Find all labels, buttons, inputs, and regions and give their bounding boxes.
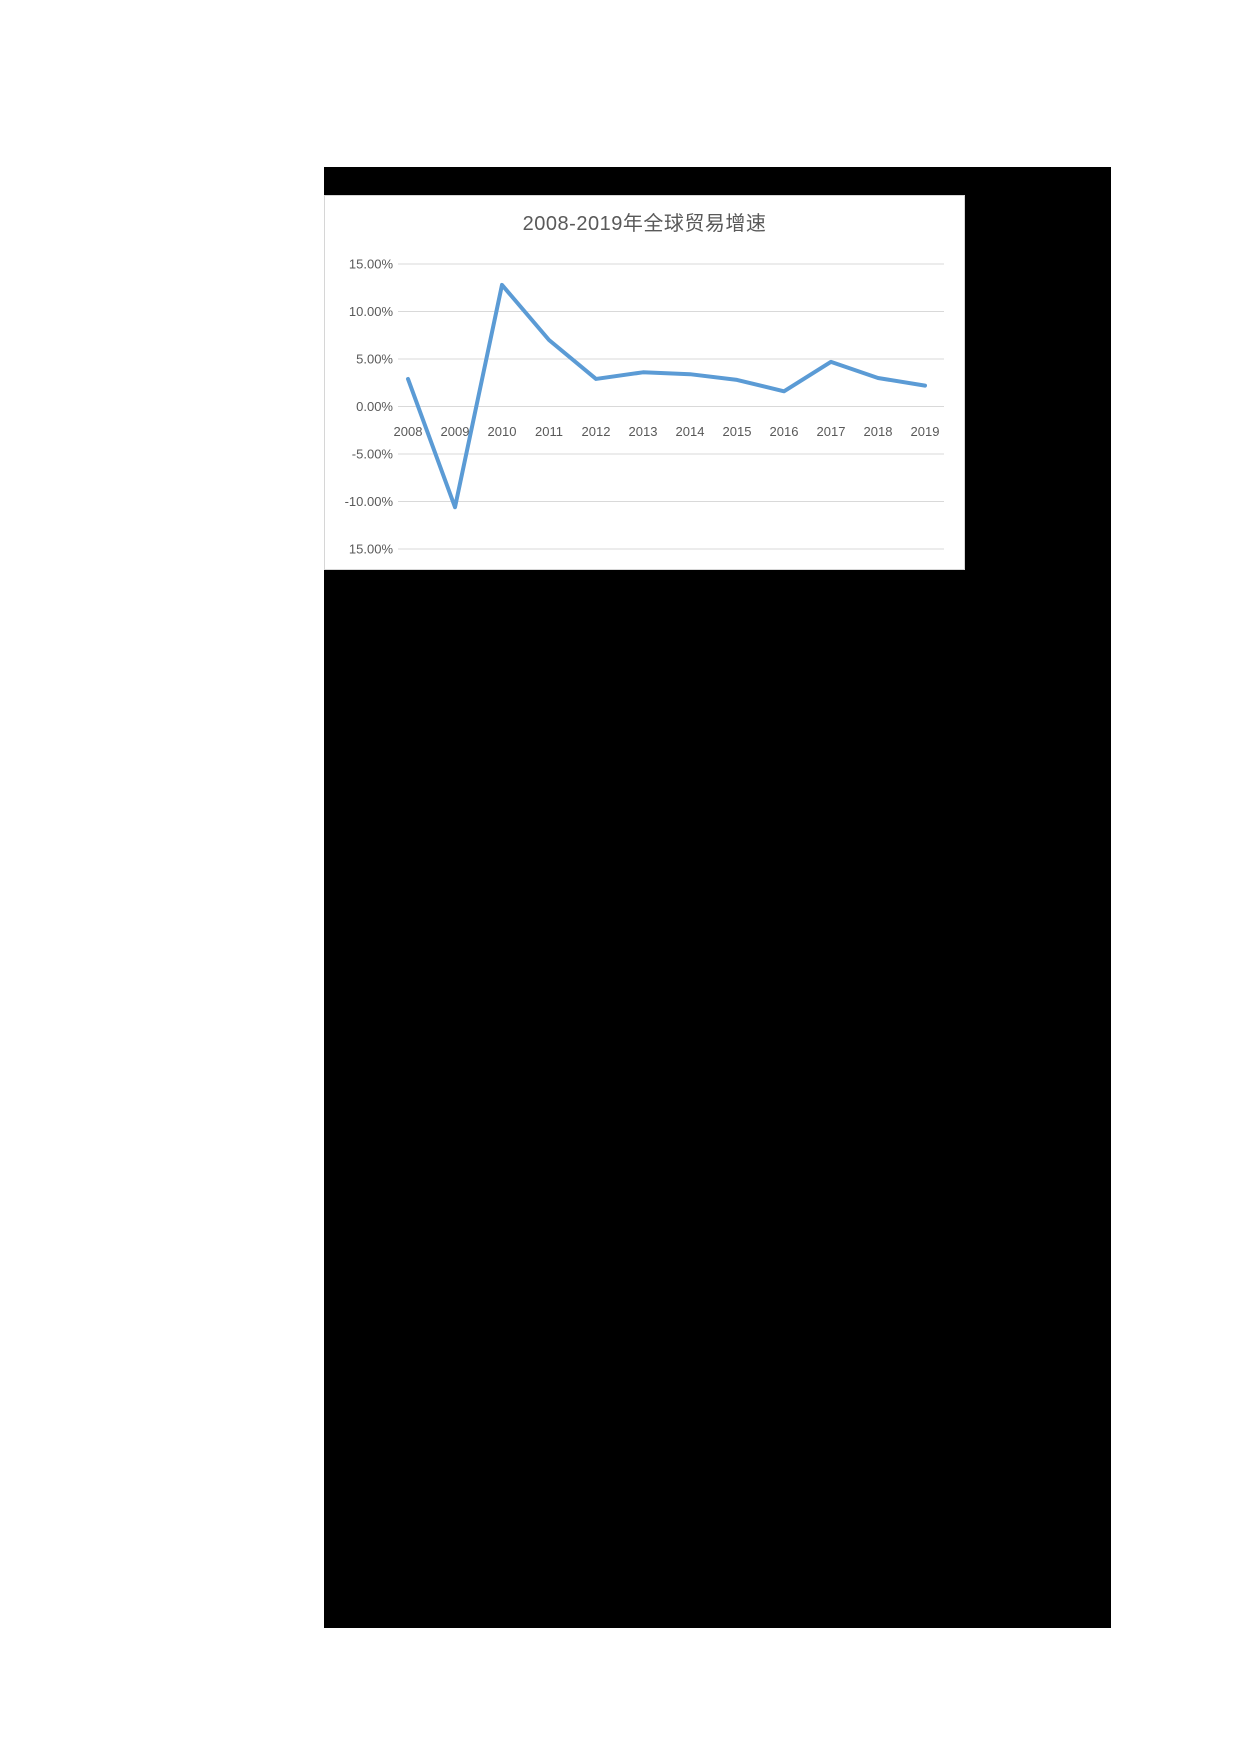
x-tick-label: 2017 (817, 424, 846, 439)
y-tick-label: -10.00% (345, 494, 394, 509)
gridlines (398, 263, 944, 550)
x-tick-label: 2014 (676, 424, 705, 439)
x-tick-label: 2019 (911, 424, 940, 439)
x-tick-label: 2011 (535, 424, 563, 439)
chart-title: 2008-2019年全球贸易增速 (522, 213, 767, 235)
y-tick-label: 15.00% (349, 257, 394, 272)
line-chart-svg: 15.00% 10.00% 5.00% 0.00% -5.00% -10.00% 15.00… (345, 257, 944, 557)
y-tick-label: 0.00% (356, 399, 393, 414)
x-tick-label: 2009 (441, 424, 470, 439)
x-tick-label: 2008 (394, 424, 423, 439)
redacted-black-region: 2008-2019年全球贸易增速 15.00% 10.00% 5.00% 0.00% -… (324, 167, 1111, 1628)
x-tick-label: 2012 (582, 424, 611, 439)
y-tick-label: 10.00% (349, 304, 394, 319)
x-axis-labels: 2008 2009 2010 2011 2012 2013 2014 2015 2016 2017… (394, 424, 940, 439)
y-tick-label: -5.00% (352, 447, 394, 462)
chart-container: 2008-2019年全球贸易增速 15.00% 10.00% 5.00% 0.00% -… (324, 195, 965, 570)
x-tick-label: 2018 (864, 424, 893, 439)
x-tick-label: 2016 (770, 424, 799, 439)
y-tick-label: 15.00% (349, 542, 394, 557)
y-axis-labels: 15.00% 10.00% 5.00% 0.00% -5.00% -10.00% 15.00… (345, 257, 394, 557)
y-tick-label: 5.00% (356, 352, 393, 367)
x-tick-label: 2015 (723, 424, 752, 439)
x-tick-label: 2013 (629, 424, 658, 439)
trend-line (406, 282, 927, 510)
x-tick-label: 2010 (488, 424, 517, 439)
